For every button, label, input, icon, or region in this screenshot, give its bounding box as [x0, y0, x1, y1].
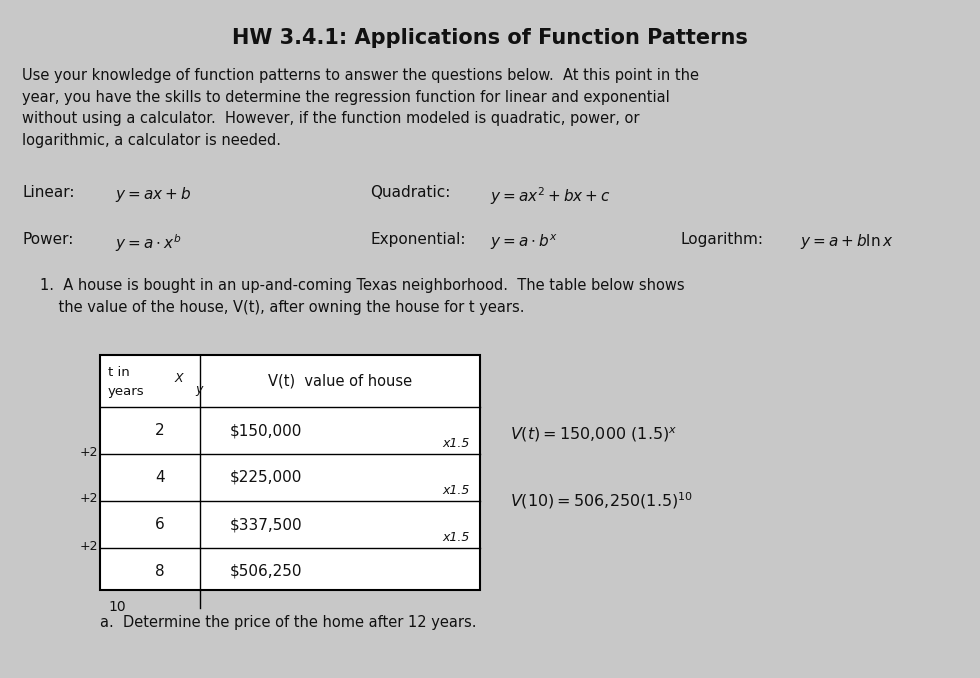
Text: $V(t)=150{,}000\ (1.5)^x$: $V(t)=150{,}000\ (1.5)^x$	[510, 425, 677, 443]
Text: t in: t in	[108, 367, 129, 380]
Text: a.  Determine the price of the home after 12 years.: a. Determine the price of the home after…	[100, 615, 476, 630]
Text: 4: 4	[155, 470, 165, 485]
Text: $y=a+b\ln x$: $y=a+b\ln x$	[800, 232, 894, 251]
Text: $506,250: $506,250	[230, 564, 303, 579]
Text: $y=a \cdot b^x$: $y=a \cdot b^x$	[490, 232, 558, 252]
Text: +2: +2	[79, 540, 98, 553]
Text: Power:: Power:	[22, 232, 74, 247]
Text: Linear:: Linear:	[22, 185, 74, 200]
Text: +2: +2	[79, 445, 98, 458]
Text: years: years	[108, 384, 145, 397]
Text: $V(10)=506{,}250(1.5)^{10}$: $V(10)=506{,}250(1.5)^{10}$	[510, 490, 693, 511]
Text: x1.5: x1.5	[443, 484, 470, 497]
Text: $225,000: $225,000	[230, 470, 303, 485]
Text: $y=ax^2+bx+c$: $y=ax^2+bx+c$	[490, 185, 611, 207]
Text: +2: +2	[79, 492, 98, 506]
Text: HW 3.4.1: Applications of Function Patterns: HW 3.4.1: Applications of Function Patte…	[232, 28, 748, 48]
Text: 1.  A house is bought in an up-and-coming Texas neighborhood.  The table below s: 1. A house is bought in an up-and-coming…	[40, 278, 685, 315]
Text: Use your knowledge of function patterns to answer the questions below.  At this : Use your knowledge of function patterns …	[22, 68, 699, 148]
Text: 10: 10	[108, 600, 125, 614]
Text: Quadratic:: Quadratic:	[370, 185, 451, 200]
Text: Logarithm:: Logarithm:	[680, 232, 763, 247]
Text: 6: 6	[155, 517, 165, 532]
Text: V(t)  value of house: V(t) value of house	[268, 374, 412, 388]
Text: y: y	[195, 382, 203, 395]
Text: $150,000: $150,000	[230, 423, 303, 438]
Text: $337,500: $337,500	[230, 517, 303, 532]
Text: x1.5: x1.5	[443, 437, 470, 450]
Text: Exponential:: Exponential:	[370, 232, 466, 247]
Bar	[100, 355, 480, 590]
Text: 2: 2	[155, 423, 165, 438]
Text: $y=a \cdot x^b$: $y=a \cdot x^b$	[115, 232, 181, 254]
Text: 8: 8	[155, 564, 165, 579]
Text: x1.5: x1.5	[443, 531, 470, 544]
Bar	[100, 355, 480, 590]
Text: $y=ax+b$: $y=ax+b$	[115, 185, 191, 204]
Text: X: X	[175, 372, 183, 386]
